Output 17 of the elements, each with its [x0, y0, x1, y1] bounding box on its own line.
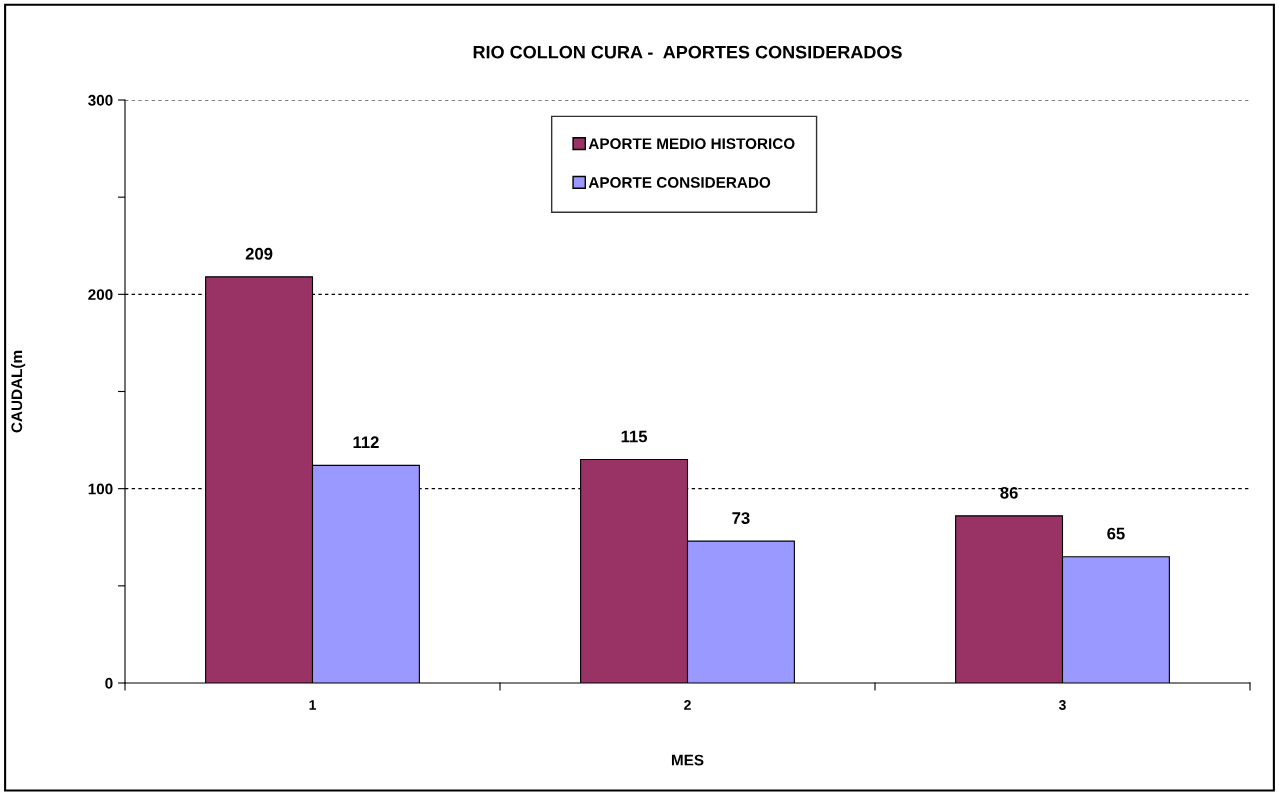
data-label: 115	[621, 430, 648, 443]
x-tick-label: 3	[1058, 700, 1066, 710]
x-tick-label: 2	[684, 700, 691, 710]
data-label: 73	[732, 512, 750, 524]
y-tick-label: 100	[88, 483, 113, 495]
data-label: 112	[353, 436, 379, 448]
chart-title: RIO COLLON CURA - APORTES CONSIDERADOS	[473, 45, 902, 59]
x-tick-label: 1	[309, 700, 316, 710]
y-tick-label: 300	[88, 94, 113, 106]
y-tick-label: 200	[88, 289, 113, 301]
data-label: 65	[1107, 527, 1125, 540]
y-axis-title: CAUDAL(m	[10, 350, 26, 433]
data-label: 209	[245, 247, 273, 260]
y-tick-label: 0	[105, 677, 113, 689]
legend-label: APORTE MEDIO HISTORICO	[588, 138, 795, 150]
legend-label: APORTE CONSIDERADO	[588, 177, 771, 188]
x-axis-title: MES	[671, 754, 704, 766]
